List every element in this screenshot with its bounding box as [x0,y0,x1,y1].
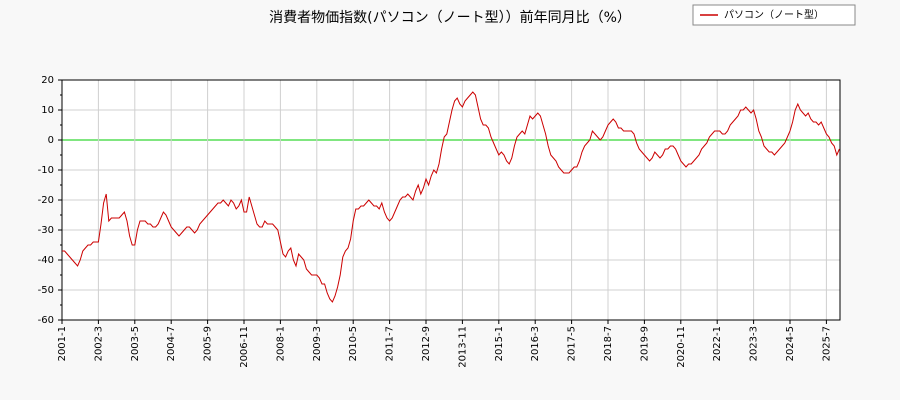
x-tick-label: 2012-9 [421,326,432,361]
x-tick-label: 2006-11 [239,326,250,368]
legend-label: パソコン（ノート型） [724,8,824,21]
chart-title: 消費者物価指数(パソコン（ノート型））前年同月比（%） [269,9,631,26]
x-tick-label: 2022-1 [712,326,723,361]
x-tick-label: 2002-3 [93,326,104,361]
y-tick-label: -50 [38,285,54,296]
y-tick-label: 10 [41,105,54,116]
y-tick-label: -10 [38,165,54,176]
y-tick-label: -30 [38,225,54,236]
x-tick-label: 2004-7 [166,326,177,361]
x-tick-label: 2024-5 [785,326,796,361]
x-tick-label: 2019-9 [639,326,650,361]
x-tick-label: 2010-5 [348,326,359,361]
x-tick-label: 2003-5 [130,326,141,361]
x-tick-label: 2025-7 [821,326,832,361]
legend: パソコン（ノート型） [692,4,856,26]
x-tick-label: 2023-3 [749,326,760,361]
x-tick-label: 2008-1 [275,326,286,361]
y-tick-label: -60 [38,315,54,326]
x-tick-label: 2013-11 [457,326,468,368]
y-tick-label: -20 [38,195,54,206]
x-tick-label: 2018-7 [603,326,614,361]
x-tick-label: 2015-1 [494,326,505,361]
y-tick-label: 20 [41,75,54,86]
x-tick-label: 2017-5 [567,326,578,361]
y-tick-label: 0 [48,135,54,146]
x-tick-label: 2001-1 [57,326,68,361]
x-tick-label: 2009-3 [312,326,323,361]
x-tick-label: 2005-9 [203,326,214,361]
y-tick-label: -40 [38,255,54,266]
x-tick-label: 2016-3 [530,326,541,361]
plot-frame [61,79,841,321]
x-tick-label: 2011-7 [385,326,396,361]
series-line [62,91,840,303]
legend-box [692,4,856,26]
x-tick-label: 2020-11 [676,326,687,368]
